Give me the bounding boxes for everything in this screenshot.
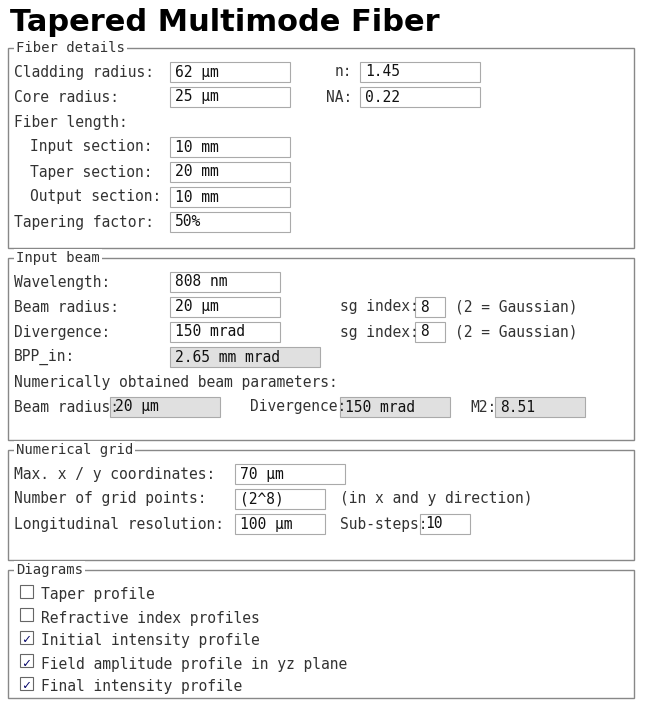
Text: M2:: M2: [470,400,496,414]
Text: BPP_in:: BPP_in: [14,349,75,365]
Text: 70 μm: 70 μm [240,467,284,481]
Text: Fiber length:: Fiber length: [14,114,128,129]
Text: Divergence:: Divergence: [14,325,111,340]
Text: Longitudinal resolution:: Longitudinal resolution: [14,517,224,532]
Text: 20 μm: 20 μm [115,400,159,414]
Text: 8: 8 [420,299,429,314]
Text: 100 μm: 100 μm [240,517,292,532]
Bar [340,397,450,417]
Bar [170,137,290,157]
Bar [235,514,325,534]
Text: Refractive index profiles: Refractive index profiles [41,611,260,626]
Text: 150 mrad: 150 mrad [345,400,415,414]
Text: sg index:: sg index: [340,325,419,340]
Text: Number of grid points:: Number of grid points: [14,491,207,506]
Bar [170,322,280,342]
Bar [235,489,325,509]
Text: Output section:: Output section: [30,189,161,205]
Text: Tapered Multimode Fiber: Tapered Multimode Fiber [10,8,439,37]
Text: ✓: ✓ [23,657,31,669]
Bar [8,48,634,248]
Text: Fiber details: Fiber details [16,41,125,55]
Text: 150 mrad: 150 mrad [175,325,245,340]
Text: Beam radius:: Beam radius: [14,299,119,314]
Text: NA:: NA: [326,90,352,104]
Text: Cladding radius:: Cladding radius: [14,64,154,80]
Bar [8,570,634,698]
Text: 10 mm: 10 mm [175,140,219,155]
Text: Input section:: Input section: [30,140,153,155]
Bar [20,585,33,598]
Bar [20,631,33,644]
Bar [20,654,33,667]
Text: 0.22: 0.22 [365,90,400,104]
Text: ✓: ✓ [23,679,31,693]
Text: (2^8): (2^8) [240,491,284,506]
Bar [8,258,634,440]
Bar [170,212,290,232]
Text: Numerically obtained beam parameters:: Numerically obtained beam parameters: [14,374,338,390]
Text: 10: 10 [425,517,443,532]
Bar [420,514,470,534]
Text: 1.45: 1.45 [365,64,400,80]
Text: 50%: 50% [175,215,202,229]
Text: Diagrams: Diagrams [16,563,83,577]
Text: Max. x / y coordinates:: Max. x / y coordinates: [14,467,215,481]
Bar [495,397,585,417]
Bar [360,87,480,107]
Text: 8: 8 [420,325,429,340]
Bar [20,677,33,690]
Text: Numerical grid: Numerical grid [16,443,133,457]
Text: Sub-steps:: Sub-steps: [340,517,428,532]
Bar [235,464,345,484]
Text: n:: n: [335,64,352,80]
Text: Initial intensity profile: Initial intensity profile [41,633,260,649]
Text: Field amplitude profile in yz plane: Field amplitude profile in yz plane [41,657,347,671]
Text: 20 mm: 20 mm [175,164,219,179]
Text: sg index:: sg index: [340,299,419,314]
Bar [20,608,33,621]
Bar [360,62,480,82]
Text: Input beam: Input beam [16,251,99,265]
Bar [415,322,445,342]
Text: Final intensity profile: Final intensity profile [41,679,242,695]
Text: 808 nm: 808 nm [175,275,228,289]
Bar [170,347,320,367]
Bar [415,297,445,317]
Bar [170,162,290,182]
Text: (in x and y direction): (in x and y direction) [340,491,532,506]
Bar [170,297,280,317]
Text: ✓: ✓ [23,633,31,647]
Bar [8,450,634,560]
Text: 62 μm: 62 μm [175,64,219,80]
Bar [170,87,290,107]
Text: Taper section:: Taper section: [30,164,153,179]
Text: Wavelength:: Wavelength: [14,275,111,289]
Bar [170,272,280,292]
Text: 25 μm: 25 μm [175,90,219,104]
Text: Beam radius:: Beam radius: [14,400,119,414]
Text: Divergence:: Divergence: [250,400,346,414]
Text: (2 = Gaussian): (2 = Gaussian) [455,299,577,314]
Text: 20 μm: 20 μm [175,299,219,314]
Bar [170,187,290,207]
Bar [110,397,220,417]
Text: Core radius:: Core radius: [14,90,119,104]
Text: Tapering factor:: Tapering factor: [14,215,154,229]
Text: 2.65 mm mrad: 2.65 mm mrad [175,349,280,364]
Text: 8.51: 8.51 [500,400,535,414]
Text: Taper profile: Taper profile [41,587,155,602]
Text: 10 mm: 10 mm [175,189,219,205]
Text: (2 = Gaussian): (2 = Gaussian) [455,325,577,340]
Bar [170,62,290,82]
